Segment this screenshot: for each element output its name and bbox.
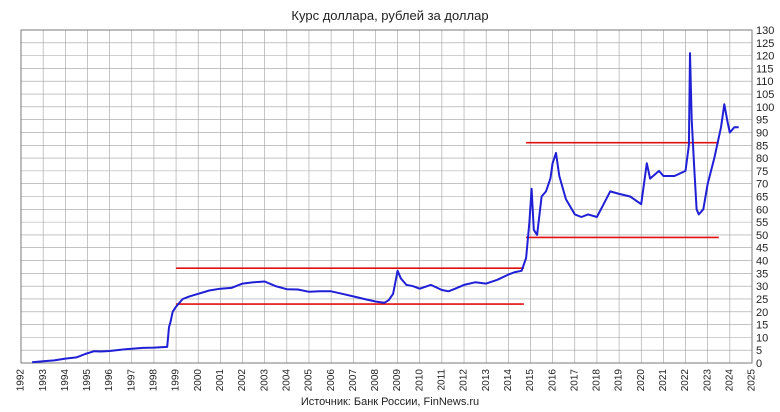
x-tick-label: 1998 (149, 369, 160, 392)
x-tick-label: 2014 (503, 369, 514, 392)
chart-source: Источник: Банк России, FinNews.ru (301, 396, 479, 408)
y-tick-label: 95 (756, 115, 768, 127)
x-tick-label: 2004 (281, 369, 292, 392)
x-tick-label: 2024 (724, 369, 735, 392)
reference-lines (176, 141, 719, 305)
y-tick-label: 40 (756, 256, 768, 268)
x-tick-label: 2011 (437, 369, 448, 391)
y-tick-label: 20 (756, 307, 768, 319)
x-tick-label: 2005 (304, 369, 315, 392)
x-tick-label: 2012 (459, 369, 470, 392)
x-tick-label: 2022 (680, 369, 691, 392)
x-tick-label: 2016 (547, 369, 558, 392)
y-tick-label: 80 (756, 153, 768, 165)
y-tick-label: 105 (756, 89, 774, 101)
x-tick-label: 2010 (414, 369, 425, 392)
y-tick-label: 90 (756, 127, 768, 139)
x-tick-label: 2003 (259, 369, 270, 392)
y-tick-label: 30 (756, 281, 768, 293)
x-tick-label: 2006 (326, 369, 337, 392)
x-tick-label: 2015 (525, 369, 536, 392)
y-tick-label: 65 (756, 192, 768, 204)
y-tick-label: 45 (756, 243, 768, 255)
plot-frame (20, 29, 753, 364)
y-tick-label: 35 (756, 268, 768, 280)
y-tick-label: 75 (756, 166, 768, 178)
y-tick-label: 100 (756, 102, 774, 114)
y-tick-label: 115 (756, 63, 774, 75)
y-tick-label: 60 (756, 204, 768, 216)
x-tick-label: 1997 (126, 369, 137, 392)
x-tick-label: 1996 (104, 369, 115, 392)
x-tick-label: 2001 (215, 369, 226, 392)
y-tick-label: 15 (756, 320, 768, 332)
x-axis-tick-labels: 1992 1993 1994 1995 1996 1997 1998 1999 2000 2001… (16, 369, 758, 392)
x-tick-label: 2020 (636, 369, 647, 392)
x-tick-label: 1994 (60, 369, 71, 392)
x-tick-label: 1995 (82, 369, 93, 392)
y-tick-label: 55 (756, 217, 768, 229)
y-tick-label: 10 (756, 332, 768, 344)
x-tick-label: 1999 (171, 369, 182, 392)
x-tick-label: 2017 (569, 369, 580, 392)
y-tick-label: 70 (756, 179, 768, 191)
y-tick-label: 50 (756, 230, 768, 242)
y-tick-label: 0 (756, 358, 762, 370)
x-tick-label: 2009 (392, 369, 403, 392)
x-tick-label: 1992 (16, 369, 27, 392)
series-line-usd-rub (32, 52, 739, 364)
y-tick-label: 25 (756, 294, 768, 306)
y-tick-label: 120 (756, 51, 774, 63)
y-tick-label: 85 (756, 140, 768, 152)
x-tick-label: 2002 (237, 369, 248, 392)
x-tick-label: 2007 (348, 369, 359, 392)
x-tick-label: 2025 (747, 369, 758, 392)
x-tick-label: 2023 (702, 369, 713, 392)
x-tick-label: 2013 (481, 369, 492, 392)
y-tick-label: 5 (756, 345, 762, 357)
y-tick-label: 125 (756, 38, 774, 50)
x-tick-label: 2019 (614, 369, 625, 392)
y-tick-label: 130 (756, 25, 774, 37)
y-tick-label: 110 (756, 76, 774, 88)
chart-title: Курс доллара, рублей за доллар (291, 8, 488, 23)
x-tick-label: 2000 (193, 369, 204, 392)
x-tick-label: 2021 (658, 369, 669, 392)
x-tick-label: 2018 (592, 369, 603, 392)
x-tick-label: 2008 (370, 369, 381, 392)
y-axis-tick-labels: 0510152025303540455055606570758085909510… (756, 25, 774, 370)
x-tick-label: 1993 (38, 369, 49, 392)
